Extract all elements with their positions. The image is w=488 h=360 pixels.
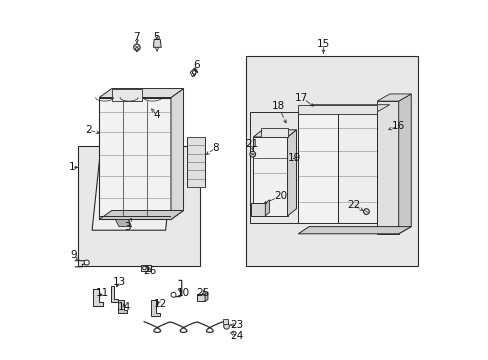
Text: 1: 1 <box>69 162 76 172</box>
Polygon shape <box>99 211 183 220</box>
Polygon shape <box>298 105 376 114</box>
Text: 25: 25 <box>196 288 209 298</box>
Polygon shape <box>115 220 131 226</box>
Text: 15: 15 <box>316 39 329 49</box>
Polygon shape <box>153 40 161 47</box>
Text: 10: 10 <box>177 288 190 298</box>
Text: 8: 8 <box>212 143 219 153</box>
Text: 22: 22 <box>346 200 360 210</box>
Circle shape <box>223 323 229 329</box>
Polygon shape <box>376 94 410 101</box>
Polygon shape <box>287 130 296 216</box>
Polygon shape <box>298 226 410 234</box>
Text: 21: 21 <box>244 139 258 149</box>
Text: 3: 3 <box>124 222 131 231</box>
Bar <box>246 56 418 266</box>
Polygon shape <box>93 289 102 306</box>
Polygon shape <box>187 137 204 187</box>
Text: 6: 6 <box>192 60 199 70</box>
Text: 16: 16 <box>391 121 405 131</box>
Polygon shape <box>398 94 410 234</box>
Polygon shape <box>151 300 159 316</box>
Polygon shape <box>298 112 337 223</box>
Circle shape <box>84 260 89 265</box>
Polygon shape <box>376 101 398 234</box>
Polygon shape <box>298 105 389 112</box>
Text: 11: 11 <box>96 288 109 298</box>
Circle shape <box>249 151 255 157</box>
Text: 17: 17 <box>295 93 308 103</box>
Polygon shape <box>140 265 151 271</box>
Text: 12: 12 <box>153 299 166 309</box>
Text: 7: 7 <box>133 32 140 41</box>
Text: 9: 9 <box>71 250 77 260</box>
Bar <box>78 146 199 266</box>
Polygon shape <box>99 89 183 98</box>
Text: 23: 23 <box>230 320 244 330</box>
Circle shape <box>133 44 140 50</box>
Polygon shape <box>92 94 180 230</box>
Polygon shape <box>171 89 183 220</box>
Text: 19: 19 <box>287 153 301 163</box>
Circle shape <box>142 266 146 270</box>
Text: 26: 26 <box>142 266 156 276</box>
Polygon shape <box>204 292 207 301</box>
Polygon shape <box>118 300 126 313</box>
Circle shape <box>363 209 368 215</box>
Text: 18: 18 <box>271 102 285 112</box>
Polygon shape <box>337 112 376 223</box>
Text: 20: 20 <box>273 191 286 201</box>
Polygon shape <box>112 89 142 101</box>
Circle shape <box>192 71 196 74</box>
Polygon shape <box>253 137 287 216</box>
Polygon shape <box>223 319 228 324</box>
Polygon shape <box>249 112 298 223</box>
Text: 4: 4 <box>153 111 160 121</box>
Polygon shape <box>111 286 118 302</box>
Polygon shape <box>260 128 287 137</box>
Text: 24: 24 <box>230 331 244 341</box>
Circle shape <box>171 292 176 297</box>
Text: 5: 5 <box>153 32 160 41</box>
Text: 2: 2 <box>85 125 92 135</box>
Polygon shape <box>250 203 265 216</box>
Text: 13: 13 <box>112 277 125 287</box>
Polygon shape <box>265 200 269 216</box>
Polygon shape <box>99 98 171 220</box>
Text: 14: 14 <box>118 302 131 312</box>
Polygon shape <box>253 130 296 137</box>
Polygon shape <box>197 294 204 301</box>
